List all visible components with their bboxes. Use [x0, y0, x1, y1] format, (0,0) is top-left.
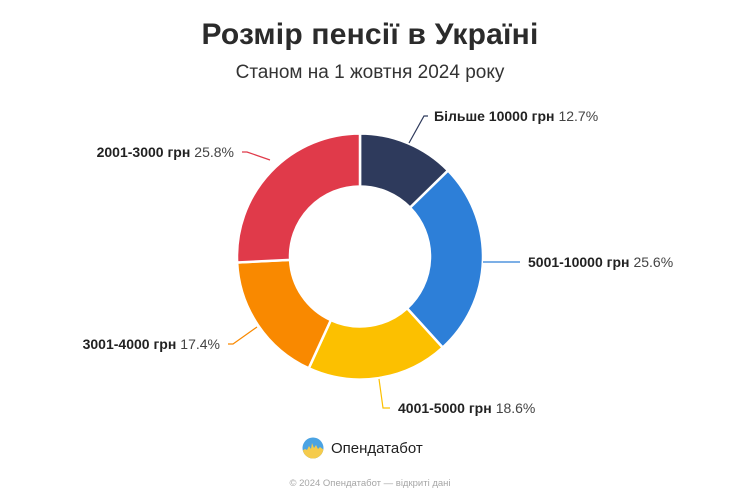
data-label-over-10000: Більше 10000 грн 12.7% [434, 108, 598, 124]
brand: Опендатабот [302, 436, 423, 460]
leader-line-4001-5000 [378, 378, 390, 409]
leader-line-over-10000 [408, 115, 428, 144]
leader-line-3001-4000 [228, 326, 258, 345]
footer-credit: © 2024 Опендатабот — відкриті дані [289, 478, 451, 489]
data-label-2001-3000: 2001-3000 грн 25.8% [97, 144, 234, 160]
data-label-3001-4000: 3001-4000 грн 17.4% [83, 336, 220, 352]
data-label-4001-5000: 4001-5000 грн 18.6% [398, 400, 535, 416]
donut-segment [405, 169, 485, 349]
leader-line-2001-3000 [242, 151, 271, 161]
donut-segment [235, 258, 333, 370]
donut-segment [235, 132, 362, 264]
brand-name: Опендатабот [331, 439, 423, 457]
chart-title: Розмір пенсії в Україні [201, 18, 539, 51]
data-label-5001-10000: 5001-10000 грн 25.6% [528, 254, 673, 270]
chart-subtitle: Станом на 1 жовтня 2024 року [235, 62, 505, 83]
opendatabot-logo-icon [302, 437, 324, 459]
donut-segments [235, 132, 485, 381]
